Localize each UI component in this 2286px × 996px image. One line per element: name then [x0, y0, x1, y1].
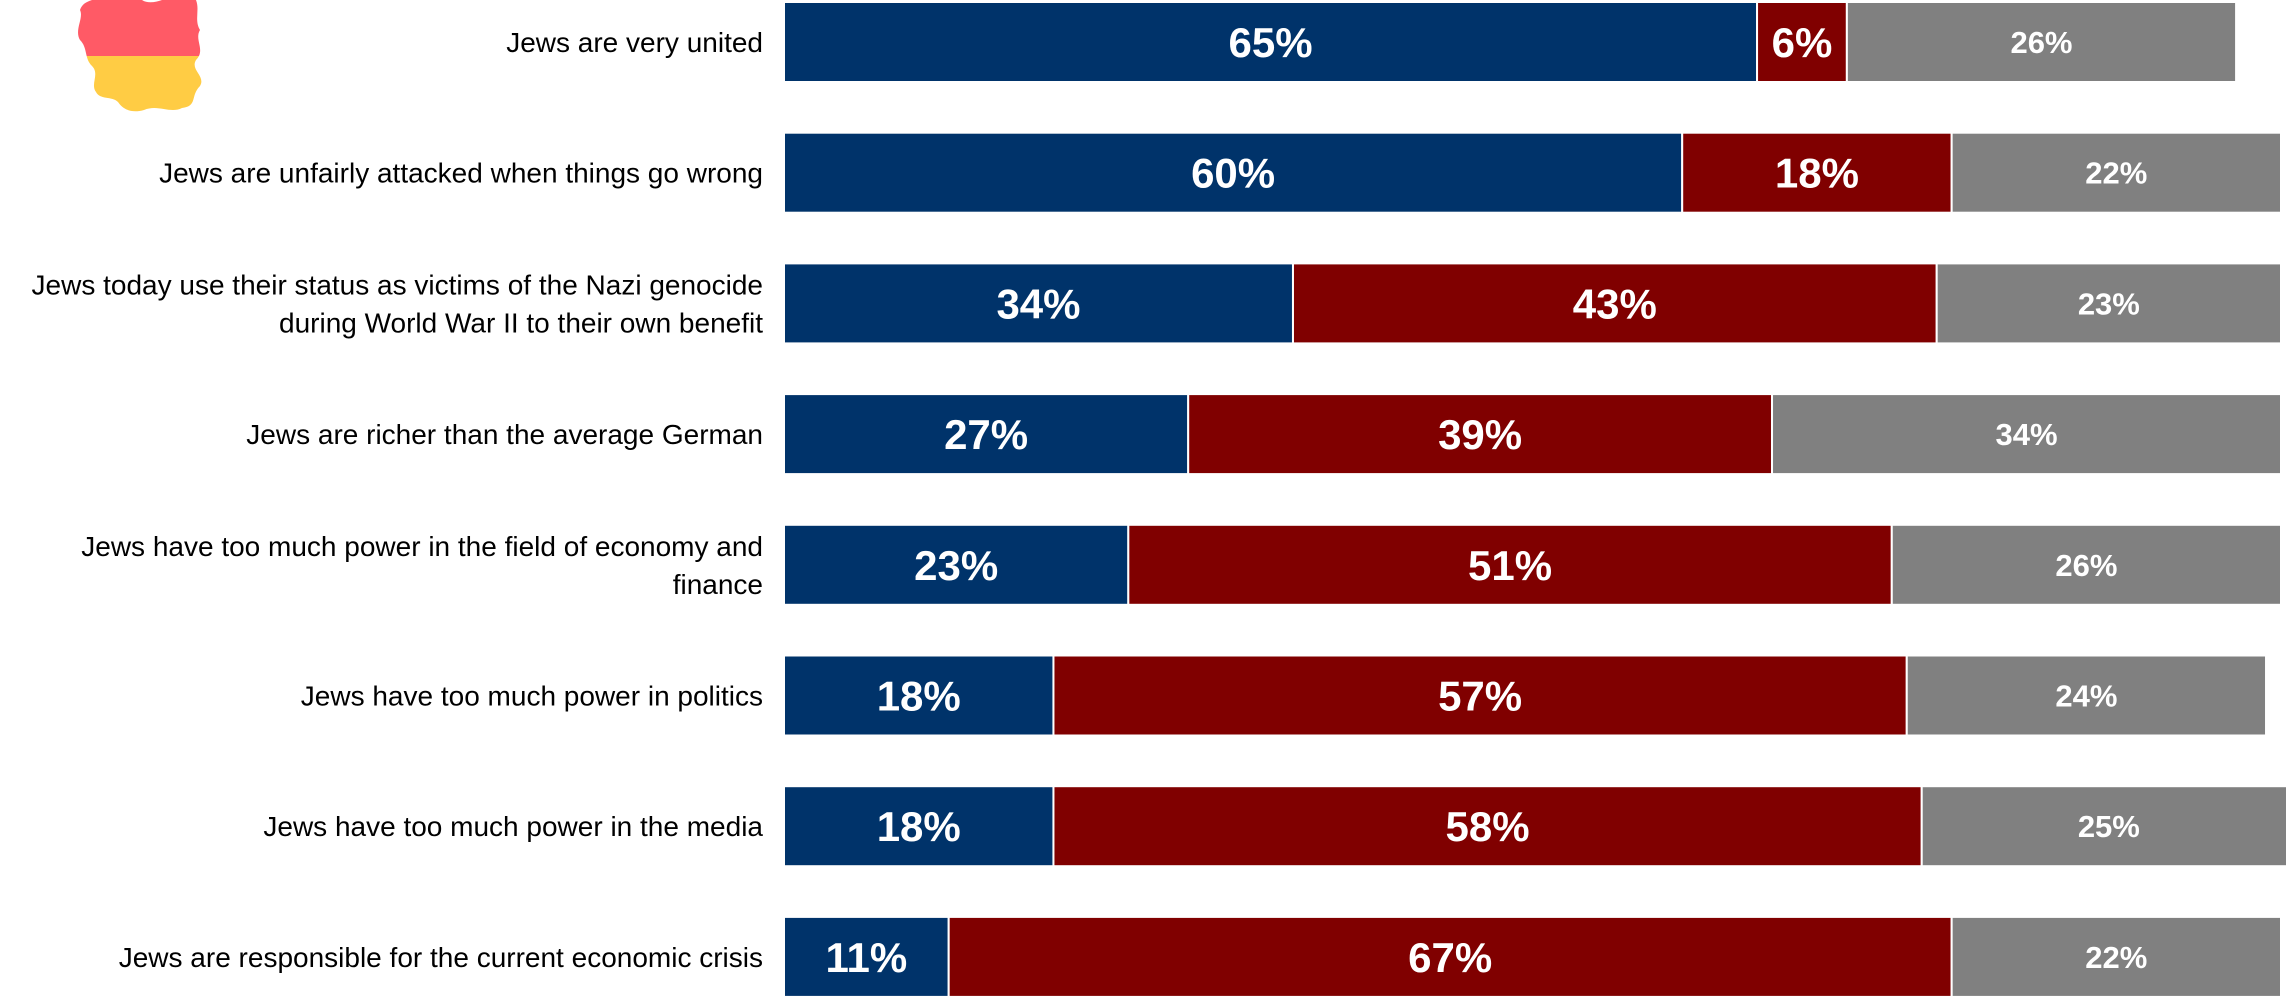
bar-segment	[1845, 1, 2238, 83]
bar-segment	[1052, 654, 1908, 737]
data-label: 6%	[1772, 19, 1833, 66]
data-label: 39%	[1438, 411, 1522, 458]
category-label: Jews are richer than the average German	[246, 419, 763, 450]
data-label: 57%	[1438, 673, 1522, 720]
bar-segment	[783, 915, 950, 996]
bar-segment	[783, 393, 1190, 476]
bar-segment	[783, 131, 1684, 214]
data-label: 22%	[2085, 940, 2147, 975]
category-label: Jews have too much power in the field of…	[81, 531, 763, 600]
category-label: Jews are unfairly attacked when things g…	[159, 158, 763, 189]
bar-segment	[1935, 262, 2282, 345]
data-label: 27%	[944, 411, 1028, 458]
data-label: 58%	[1446, 803, 1530, 850]
category-label: Jews have too much power in politics	[301, 681, 763, 712]
data-label: 34%	[1995, 417, 2057, 452]
data-label: 23%	[914, 542, 998, 589]
data-label: 23%	[2078, 286, 2140, 321]
data-label: 18%	[877, 803, 961, 850]
bars	[783, 1, 2286, 996]
bar-segment	[783, 262, 1294, 345]
data-label: 11%	[825, 934, 907, 981]
data-label: 60%	[1191, 150, 1275, 197]
bar-segment	[1950, 131, 2283, 214]
data-label: 34%	[996, 280, 1080, 327]
data-label: 22%	[2085, 156, 2147, 191]
bar-segment	[1950, 915, 2283, 996]
data-label: 51%	[1468, 542, 1552, 589]
bar-segment	[947, 915, 1953, 996]
flag-top-band	[78, 0, 202, 56]
data-label: 67%	[1408, 934, 1492, 981]
data-labels: 65% 6% 26% 60% 18% 22% 34% 43% 23% 27% 39% 34% 23% 51…	[825, 19, 2147, 981]
bar-segment	[783, 1, 1759, 83]
data-label: 18%	[1775, 150, 1859, 197]
data-label: 25%	[2078, 809, 2140, 844]
bar-segment	[1920, 785, 2286, 868]
category-label: Jews are responsible for the current eco…	[119, 942, 763, 973]
bar-segment	[1291, 262, 1938, 345]
bar-segment	[1187, 393, 1774, 476]
category-labels: Jews are very united Jews are unfairly at…	[32, 27, 764, 973]
bar-segment	[783, 523, 1130, 606]
bar-segment	[1890, 523, 2283, 606]
bar-segment	[1681, 131, 1953, 214]
bar-segment	[1127, 523, 1893, 606]
germany-map-flag-icon	[78, 0, 202, 112]
bar-segment	[1771, 393, 2283, 476]
data-label: 43%	[1573, 280, 1657, 327]
data-label: 18%	[877, 673, 961, 720]
category-label: Jews have too much power in the media	[263, 811, 763, 842]
data-label: 26%	[2055, 548, 2117, 583]
data-label: 26%	[2010, 25, 2072, 60]
category-label: Jews are very united	[506, 27, 763, 58]
bar-segment	[1905, 654, 2268, 737]
data-label: 24%	[2055, 679, 2117, 714]
data-label: 65%	[1228, 19, 1312, 66]
category-label: Jews today use their status as victims o…	[32, 269, 764, 338]
